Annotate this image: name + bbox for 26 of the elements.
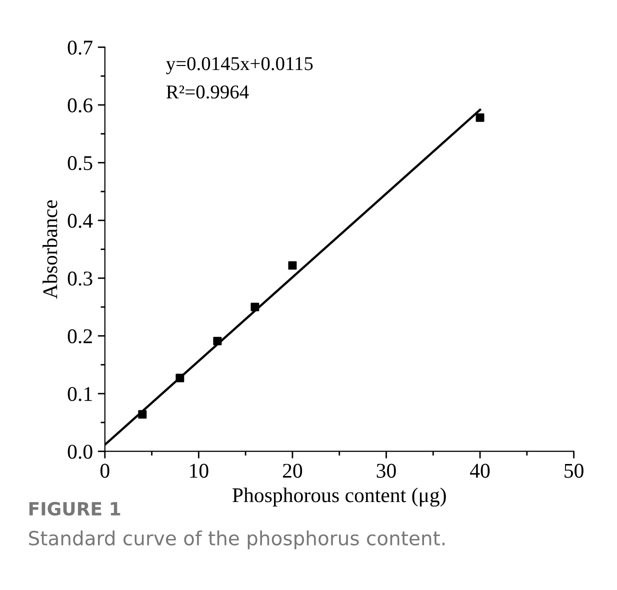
- caption: FIGURE 1: [29, 502, 120, 516]
- point: [288, 261, 297, 270]
- y-tick-label: 0.3: [68, 272, 92, 286]
- x-tick-label: 30: [376, 464, 396, 478]
- point: [213, 336, 222, 346]
- x-tick-label: 20: [282, 464, 302, 478]
- x-tick-label: 40: [470, 464, 490, 478]
- point: [476, 113, 484, 122]
- annotation: y=0.0145x+0.0115: [166, 57, 313, 74]
- y-tick-label: 0.5: [68, 156, 92, 170]
- point: [138, 410, 147, 419]
- point: [176, 374, 184, 382]
- y-tick-label: 0.4: [68, 214, 93, 228]
- x-tick-label: 0: [100, 464, 110, 478]
- y-tick-label: 0.7: [68, 40, 92, 55]
- x-tick-label: 10: [190, 464, 208, 478]
- x-tick-label: 50: [564, 464, 584, 478]
- y-tick-label: 0.0: [68, 444, 92, 459]
- y-tick-label: 0.1: [68, 386, 92, 402]
- x-axis-title: Phosphorous content (μg): [232, 488, 446, 507]
- y-tick-label: 0.2: [68, 329, 92, 344]
- y-tick-label: 0.6: [68, 98, 92, 112]
- text: Standard curve of the phosphorus content.: [29, 530, 444, 550]
- annotation: R²=0.9964: [166, 85, 249, 99]
- y-axis-title: Absorbance: [42, 200, 58, 299]
- point: [250, 302, 260, 312]
